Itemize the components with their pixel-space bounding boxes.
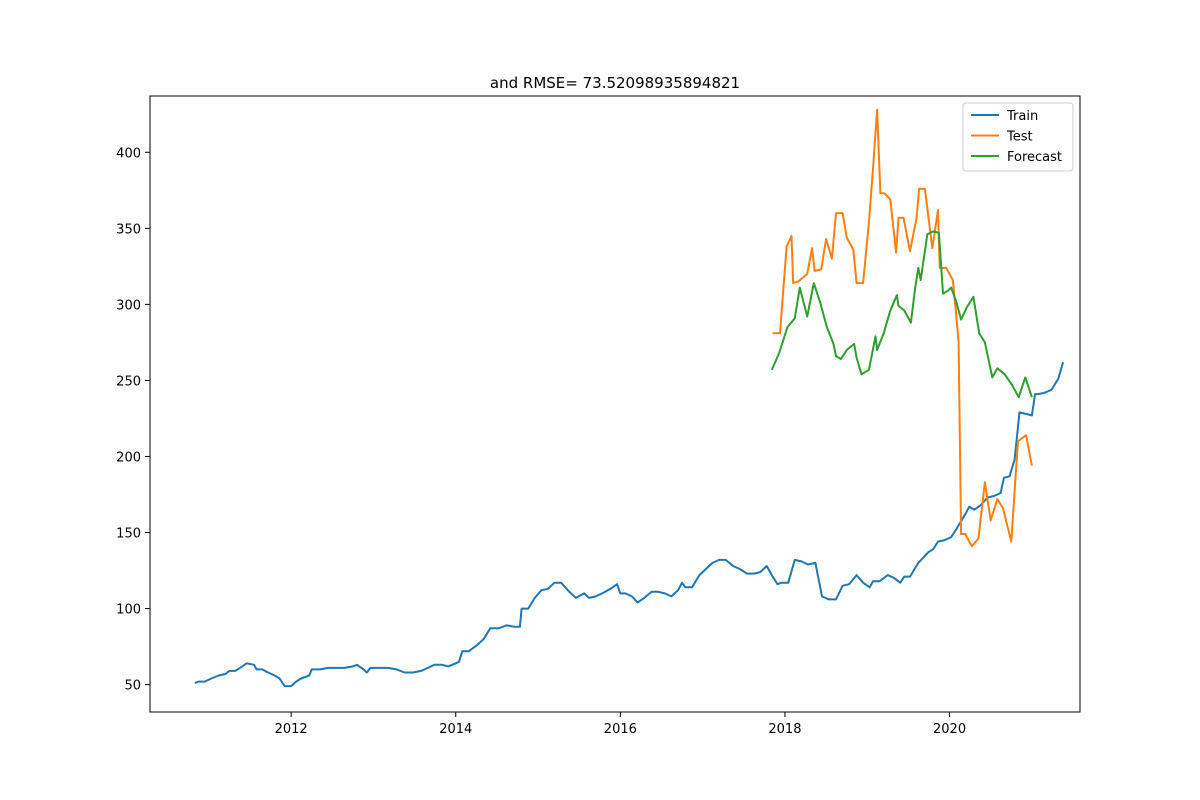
series-layer — [194, 108, 1065, 688]
y-tick-label: 100 — [116, 603, 141, 618]
x-tick-label: 2012 — [275, 722, 308, 737]
chart-title: and RMSE= 73.52098935894821 — [490, 74, 740, 92]
x-axis: 2012 2014 2016 2018 2020 — [275, 712, 966, 737]
y-tick-label: 200 — [116, 450, 141, 465]
series-line-forecast — [770, 230, 1033, 399]
y-axis: 50 100 150 200 250 300 350 400 — [116, 146, 150, 694]
legend-label-train: Train — [1006, 109, 1038, 124]
legend: Train Test Forecast — [962, 102, 1074, 172]
series-line-train — [194, 361, 1065, 688]
x-tick-label: 2018 — [768, 722, 801, 737]
y-tick-label: 400 — [116, 146, 141, 161]
y-tick-label: 250 — [116, 374, 141, 389]
y-tick-label: 50 — [124, 679, 141, 694]
y-tick-label: 300 — [116, 298, 141, 313]
y-tick-label: 350 — [116, 222, 141, 237]
series-line-test — [772, 108, 1033, 548]
axes-frame — [149, 95, 1081, 713]
legend-label-forecast: Forecast — [1007, 150, 1062, 165]
x-tick-label: 2020 — [933, 722, 966, 737]
y-tick-label: 150 — [116, 527, 141, 542]
legend-box — [962, 102, 1074, 172]
x-tick-label: 2014 — [439, 722, 472, 737]
legend-label-test: Test — [1006, 130, 1033, 145]
x-tick-label: 2016 — [604, 722, 637, 737]
